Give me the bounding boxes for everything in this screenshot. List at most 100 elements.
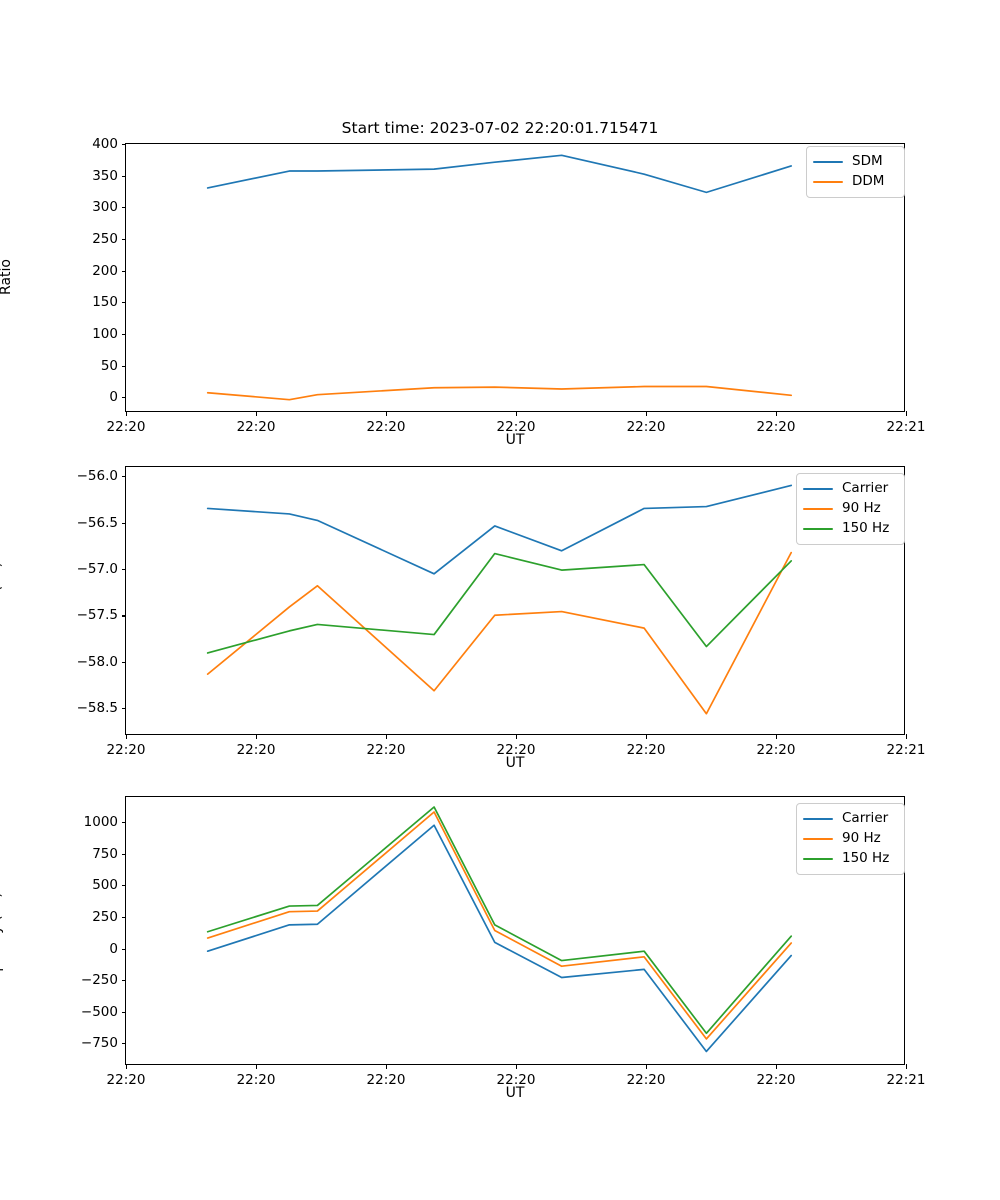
x-tick-label-power-5: 22:20 bbox=[756, 742, 796, 758]
legend-label: 90 Hz bbox=[842, 830, 881, 847]
x-tick-frequency-2 bbox=[385, 1064, 388, 1069]
legend-swatch-icon bbox=[803, 527, 833, 531]
y-tick-ratio-2 bbox=[121, 333, 126, 335]
x-axis-label-frequency-ut: UT bbox=[505, 1085, 525, 1101]
legend-swatch-icon bbox=[813, 180, 843, 184]
legend-label: Carrier bbox=[842, 480, 889, 497]
y-tick-label-frequency-7: 1000 bbox=[83, 814, 118, 831]
x-tick-frequency-0 bbox=[126, 1064, 128, 1069]
series-line-carrier bbox=[206, 824, 793, 1053]
x-axis-label-power-ut: UT bbox=[505, 755, 525, 771]
x-tick-label-power-4: 22:20 bbox=[626, 742, 666, 758]
legend-item-150-hz[interactable]: 150 Hz bbox=[803, 849, 897, 869]
legend-item-90-hz[interactable]: 90 Hz bbox=[803, 829, 897, 849]
y-tick-ratio-1 bbox=[121, 365, 126, 367]
y-tick-label-power-2: −57.5 bbox=[76, 607, 118, 624]
y-tick-frequency-6 bbox=[121, 853, 126, 855]
y-tick-label-ratio-1: 50 bbox=[100, 357, 118, 374]
legend-swatch-icon bbox=[803, 507, 833, 511]
axes-ratio: 0 50 100 150 200 250 300 350 400 22:20 22:20 22:20 2… bbox=[92, 136, 925, 435]
y-tick-label-frequency-0: −750 bbox=[80, 1035, 118, 1052]
legend-label: 150 Hz bbox=[842, 850, 890, 867]
x-tick-label-frequency-4: 22:20 bbox=[626, 1072, 666, 1088]
legend-swatch-icon bbox=[813, 160, 843, 164]
x-tick-label-ratio-2: 22:20 bbox=[366, 419, 406, 435]
y-tick-power-5 bbox=[121, 476, 126, 478]
plot-area-frequency bbox=[206, 806, 793, 1053]
legend-label: SDM bbox=[852, 153, 883, 170]
y-tick-label-ratio-4: 200 bbox=[92, 262, 118, 279]
x-tick-label-ratio-5: 22:20 bbox=[756, 419, 796, 435]
y-tick-frequency-3 bbox=[121, 948, 126, 950]
y-axis-label-ratio: Ratio bbox=[0, 259, 14, 295]
y-tick-power-1 bbox=[121, 661, 126, 663]
x-tick-power-5 bbox=[775, 734, 778, 739]
y-tick-label-ratio-5: 250 bbox=[92, 230, 118, 247]
y-tick-label-frequency-5: 500 bbox=[92, 877, 118, 894]
legend-item-carrier[interactable]: Carrier bbox=[803, 479, 897, 499]
series-line-90-hz bbox=[206, 551, 793, 715]
legend-label: Carrier bbox=[842, 810, 889, 827]
series-line-90-hz bbox=[206, 811, 793, 1040]
x-tick-label-power-0: 22:20 bbox=[106, 742, 146, 758]
legend-item-ddm[interactable]: DDM bbox=[813, 172, 897, 192]
legend-swatch-icon bbox=[803, 857, 833, 861]
x-tick-label-frequency-0: 22:20 bbox=[106, 1072, 146, 1088]
x-tick-frequency-6 bbox=[906, 1064, 908, 1069]
axes-frequency: −750 −500 −250 0 250 500 750 1000 22:20 22:20 22:2… bbox=[81, 796, 925, 1088]
y-tick-label-power-0: −58.5 bbox=[76, 700, 118, 717]
x-tick-power-2 bbox=[385, 734, 388, 739]
x-tick-label-frequency-2: 22:20 bbox=[366, 1072, 406, 1088]
legend-label: DDM bbox=[852, 173, 885, 190]
series-line-150-hz bbox=[206, 806, 793, 1035]
x-tick-label-frequency-5: 22:20 bbox=[756, 1072, 796, 1088]
legend-swatch-icon bbox=[803, 817, 833, 821]
y-tick-label-ratio-7: 350 bbox=[92, 167, 118, 184]
x-tick-label-ratio-6: 22:21 bbox=[886, 419, 926, 435]
x-tick-label-power-6: 22:21 bbox=[886, 742, 926, 758]
legend-swatch-icon bbox=[803, 837, 833, 841]
x-tick-ratio-3 bbox=[516, 411, 518, 416]
y-tick-ratio-8 bbox=[121, 144, 126, 146]
legend-item-90-hz[interactable]: 90 Hz bbox=[803, 499, 897, 519]
x-tick-frequency-3 bbox=[516, 1064, 518, 1069]
y-tick-label-frequency-1: −500 bbox=[80, 1003, 118, 1020]
legend-label: 150 Hz bbox=[842, 520, 890, 537]
y-tick-ratio-4 bbox=[121, 270, 126, 272]
legend-item-carrier[interactable]: Carrier bbox=[803, 809, 897, 829]
legend-frequency: Carrier 90 Hz 150 Hz bbox=[796, 803, 905, 875]
x-tick-ratio-1 bbox=[256, 411, 258, 416]
legend-label: 90 Hz bbox=[842, 500, 881, 517]
y-tick-ratio-5 bbox=[121, 238, 126, 241]
x-tick-label-ratio-4: 22:20 bbox=[626, 419, 666, 435]
legend-item-150-hz[interactable]: 150 Hz bbox=[803, 519, 897, 539]
y-axis-label-frequency: Frequency (Hz) bbox=[0, 892, 4, 998]
x-tick-power-3 bbox=[516, 734, 518, 739]
y-tick-label-ratio-8: 400 bbox=[92, 136, 118, 152]
y-tick-frequency-7 bbox=[121, 822, 126, 824]
x-tick-power-6 bbox=[906, 734, 908, 739]
x-tick-power-0 bbox=[126, 734, 128, 739]
x-tick-label-frequency-6: 22:21 bbox=[886, 1072, 926, 1088]
y-tick-power-4 bbox=[121, 522, 126, 524]
y-axis-label-power: Power (dB) bbox=[0, 561, 4, 639]
x-axis-label-ratio-ut: UT bbox=[505, 432, 525, 448]
y-tick-label-ratio-2: 100 bbox=[92, 325, 118, 342]
y-tick-label-ratio-3: 150 bbox=[92, 294, 118, 311]
series-line-150-hz bbox=[206, 552, 793, 654]
y-tick-label-power-4: −56.5 bbox=[76, 514, 118, 531]
y-tick-label-ratio-6: 300 bbox=[92, 199, 118, 216]
x-tick-ratio-5 bbox=[775, 411, 778, 416]
x-tick-frequency-5 bbox=[775, 1064, 778, 1069]
legend-power: Carrier 90 Hz 150 Hz bbox=[796, 473, 905, 545]
axes-power: −58.5 −58.0 −57.5 −57.0 −56.5 −56.0 22:20 22:20… bbox=[77, 466, 925, 758]
x-tick-ratio-2 bbox=[385, 411, 388, 416]
y-tick-label-frequency-3: 0 bbox=[109, 940, 118, 957]
y-tick-power-0 bbox=[121, 708, 126, 710]
plot-area-ratio bbox=[206, 154, 793, 401]
y-tick-label-power-1: −58.0 bbox=[76, 653, 118, 670]
legend-item-sdm[interactable]: SDM bbox=[813, 152, 897, 172]
y-tick-power-2 bbox=[121, 615, 126, 617]
series-line-sdm bbox=[206, 154, 793, 194]
